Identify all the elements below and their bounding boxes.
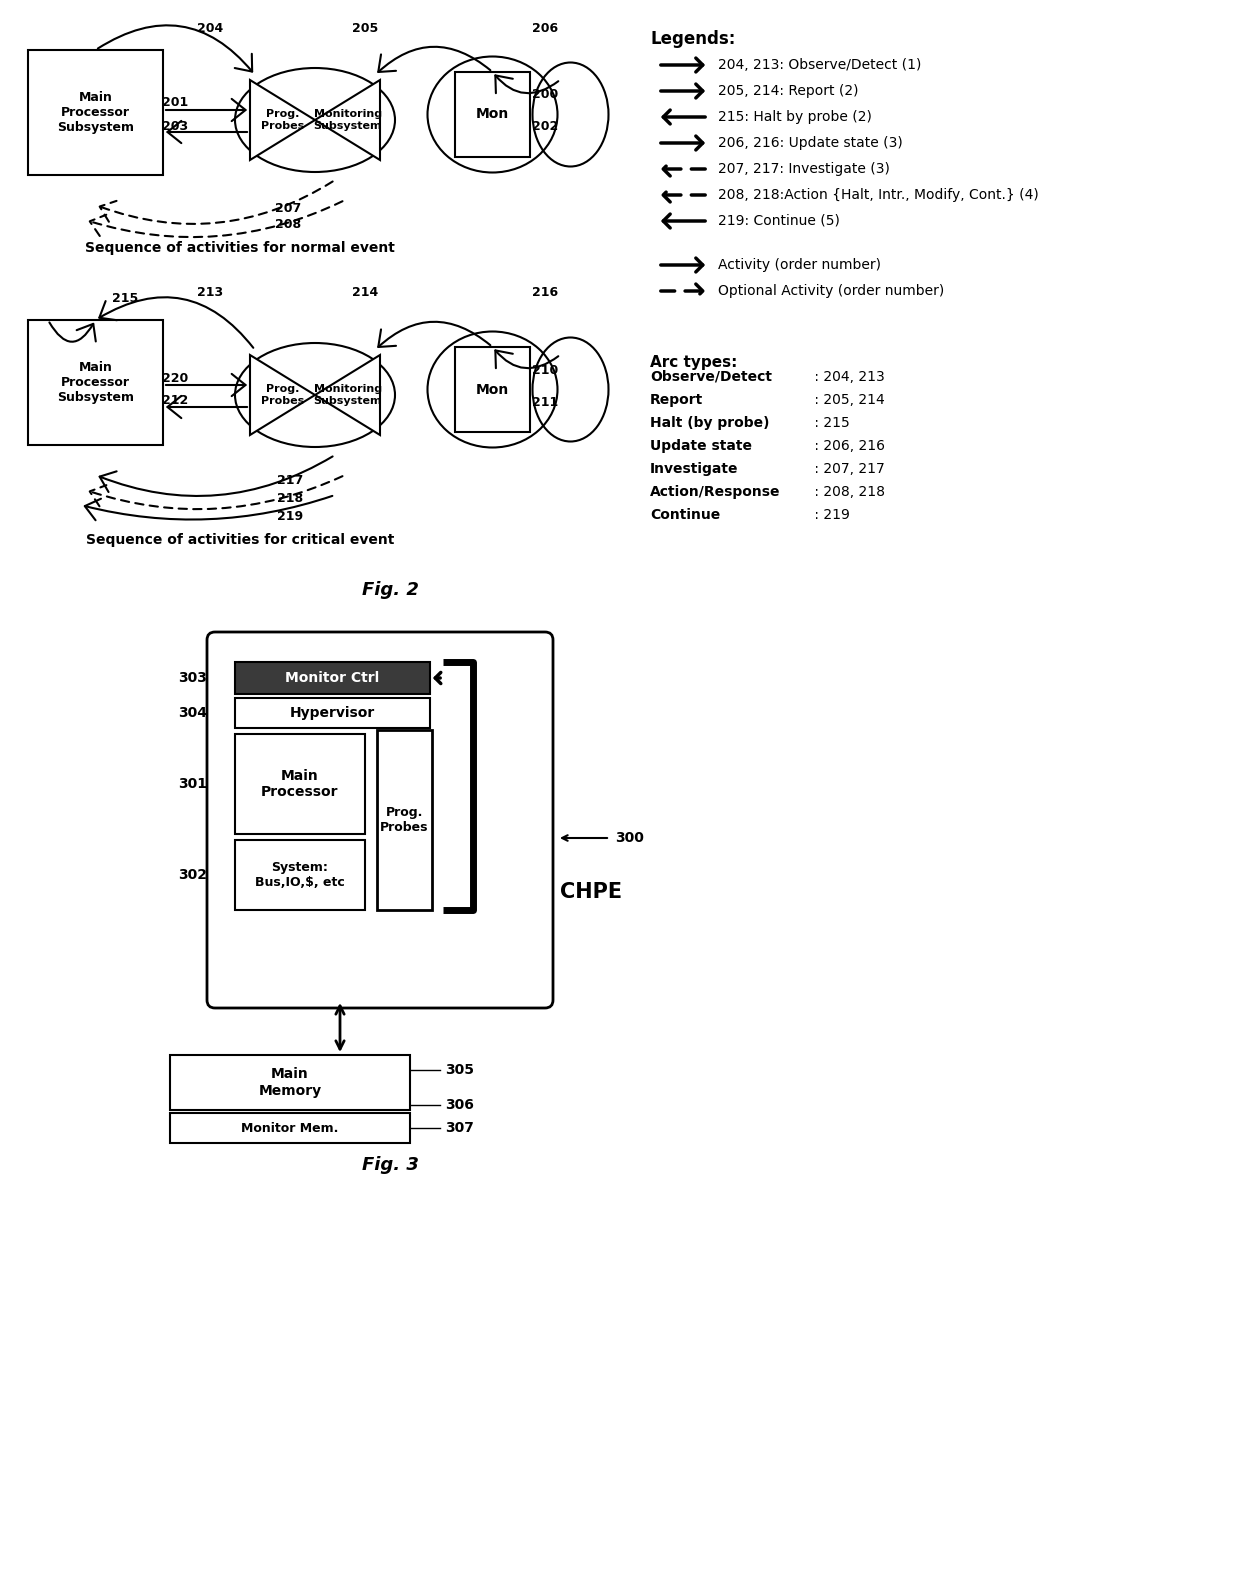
Text: Fig. 2: Fig. 2 — [362, 581, 418, 600]
Polygon shape — [250, 80, 315, 160]
Text: Activity (order number): Activity (order number) — [718, 257, 880, 272]
Text: Main
Processor
Subsystem: Main Processor Subsystem — [57, 361, 134, 403]
Text: 202: 202 — [532, 121, 558, 133]
Text: 303: 303 — [179, 670, 207, 685]
Text: 205, 214: Report (2): 205, 214: Report (2) — [718, 85, 858, 97]
Text: 203: 203 — [162, 119, 188, 132]
Text: Main
Memory: Main Memory — [258, 1068, 321, 1097]
Text: Prog.
Probes: Prog. Probes — [262, 385, 305, 405]
Polygon shape — [250, 355, 315, 435]
Text: Monitor Mem.: Monitor Mem. — [242, 1121, 339, 1135]
Text: Main
Processor
Subsystem: Main Processor Subsystem — [57, 91, 134, 133]
Text: Prog.
Probes: Prog. Probes — [262, 110, 305, 130]
Text: Update state: Update state — [650, 440, 751, 454]
Text: 302: 302 — [179, 868, 207, 882]
Text: 300: 300 — [615, 831, 644, 845]
Text: : 205, 214: : 205, 214 — [810, 392, 885, 407]
Polygon shape — [315, 355, 379, 435]
Bar — [236, 663, 430, 694]
Bar — [236, 840, 365, 911]
Text: 304: 304 — [179, 706, 207, 721]
Polygon shape — [315, 80, 379, 160]
Text: Sequence of activities for normal event: Sequence of activities for normal event — [86, 242, 394, 254]
Text: 305: 305 — [445, 1063, 474, 1077]
Text: CHPE: CHPE — [560, 882, 622, 903]
Bar — [29, 50, 162, 174]
Text: : 207, 217: : 207, 217 — [810, 462, 885, 476]
Text: 307: 307 — [445, 1121, 474, 1135]
Text: Arc types:: Arc types: — [650, 355, 738, 371]
Text: Monitor Ctrl: Monitor Ctrl — [285, 670, 379, 685]
Text: 210: 210 — [532, 364, 558, 377]
Text: 213: 213 — [197, 286, 223, 298]
Text: Continue: Continue — [650, 509, 720, 521]
Text: : 219: : 219 — [810, 509, 849, 521]
Bar — [455, 347, 529, 432]
Text: Action/Response: Action/Response — [650, 485, 780, 499]
Text: 205: 205 — [352, 22, 378, 35]
Text: Sequence of activities for critical event: Sequence of activities for critical even… — [86, 532, 394, 546]
Bar — [455, 72, 529, 157]
Text: : 208, 218: : 208, 218 — [810, 485, 885, 499]
Text: 208: 208 — [275, 218, 301, 231]
Text: Legends:: Legends: — [650, 30, 735, 49]
Text: Mon: Mon — [476, 383, 510, 397]
Text: Halt (by probe): Halt (by probe) — [650, 416, 770, 430]
Text: Optional Activity (order number): Optional Activity (order number) — [718, 284, 944, 298]
Text: 204: 204 — [197, 22, 223, 35]
Text: Report: Report — [650, 392, 703, 407]
Text: Prog.
Probes: Prog. Probes — [381, 805, 429, 834]
Bar — [29, 320, 162, 444]
Text: : 215: : 215 — [810, 416, 849, 430]
Text: 219: Continue (5): 219: Continue (5) — [718, 214, 839, 228]
FancyBboxPatch shape — [207, 633, 553, 1008]
Bar — [236, 699, 430, 728]
Text: Observe/Detect: Observe/Detect — [650, 371, 773, 385]
Text: 219: 219 — [277, 510, 303, 523]
Text: Main
Processor: Main Processor — [262, 769, 339, 799]
Text: 201: 201 — [162, 96, 188, 110]
Text: 206, 216: Update state (3): 206, 216: Update state (3) — [718, 137, 903, 151]
Bar — [170, 1113, 410, 1143]
Text: 301: 301 — [179, 777, 207, 791]
Text: : 206, 216: : 206, 216 — [810, 440, 885, 454]
Text: 220: 220 — [162, 372, 188, 385]
Text: 212: 212 — [162, 394, 188, 407]
Text: : 204, 213: : 204, 213 — [810, 371, 885, 385]
Text: 207, 217: Investigate (3): 207, 217: Investigate (3) — [718, 162, 890, 176]
Text: 215: 215 — [112, 292, 138, 305]
Text: 306: 306 — [445, 1097, 474, 1112]
Text: 204, 213: Observe/Detect (1): 204, 213: Observe/Detect (1) — [718, 58, 921, 72]
Text: 218: 218 — [277, 491, 303, 504]
Text: 216: 216 — [532, 286, 558, 298]
Text: Monitoring
Subsystem: Monitoring Subsystem — [314, 385, 382, 405]
Bar — [377, 730, 432, 911]
Text: 211: 211 — [532, 396, 558, 408]
Text: Investigate: Investigate — [650, 462, 739, 476]
Text: 215: Halt by probe (2): 215: Halt by probe (2) — [718, 110, 872, 124]
Text: 206: 206 — [532, 22, 558, 35]
Text: Fig. 3: Fig. 3 — [362, 1156, 418, 1174]
Bar — [236, 735, 365, 834]
Text: 207: 207 — [275, 201, 301, 215]
Text: 208, 218:Action {Halt, Intr., Modify, Cont.} (4): 208, 218:Action {Halt, Intr., Modify, Co… — [718, 188, 1039, 203]
Text: System:
Bus,IO,$, etc: System: Bus,IO,$, etc — [255, 860, 345, 889]
Text: 214: 214 — [352, 286, 378, 298]
Bar — [170, 1055, 410, 1110]
Text: 217: 217 — [277, 474, 303, 487]
Text: Mon: Mon — [476, 107, 510, 121]
Text: Monitoring
Subsystem: Monitoring Subsystem — [314, 110, 382, 130]
Text: 200: 200 — [532, 88, 558, 102]
Text: Hypervisor: Hypervisor — [290, 706, 376, 721]
